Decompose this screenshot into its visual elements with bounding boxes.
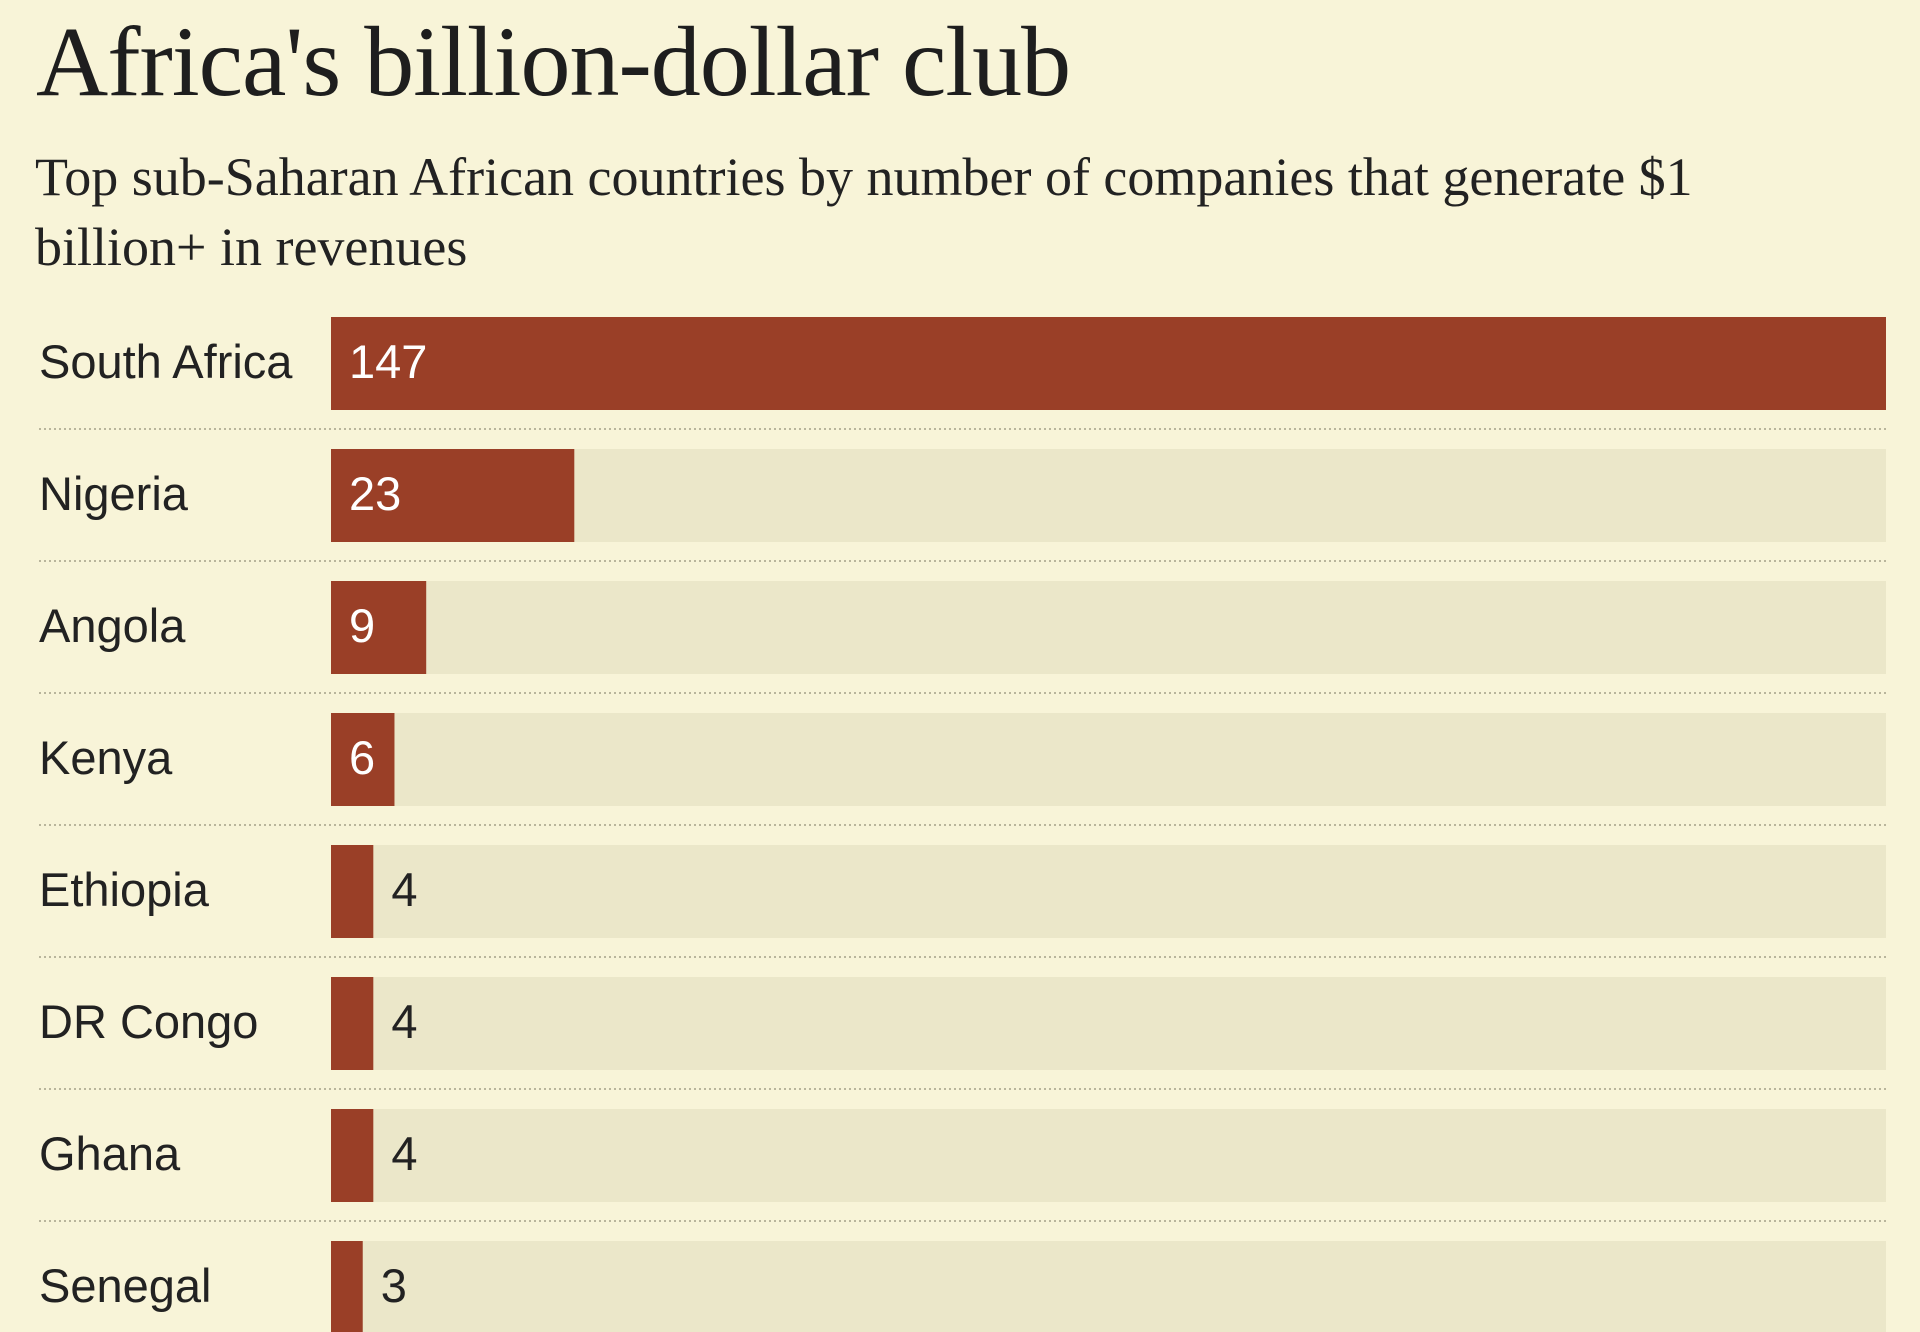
bar-track — [331, 1241, 1886, 1332]
value-label: 9 — [349, 599, 375, 652]
value-label: 147 — [349, 335, 427, 388]
bar-track — [331, 845, 1886, 938]
chart-title: Africa's billion-dollar club — [36, 6, 1071, 117]
bar-track — [331, 449, 1886, 542]
chart-subtitle: Top sub-Saharan African countries by num… — [35, 147, 1693, 277]
bar — [331, 1109, 374, 1202]
bar-track — [331, 713, 1886, 806]
value-label: 6 — [349, 731, 375, 784]
value-label: 4 — [391, 995, 417, 1048]
y-tick-label: DR Congo — [39, 995, 258, 1048]
bar — [331, 713, 395, 806]
bar-track — [331, 1109, 1886, 1202]
bar — [331, 581, 427, 674]
y-tick-label: South Africa — [39, 335, 293, 388]
y-tick-label: Kenya — [39, 731, 173, 784]
y-tick-label: Ethiopia — [39, 863, 210, 916]
y-tick-label: Nigeria — [39, 467, 189, 520]
bar — [331, 845, 374, 938]
bar — [331, 449, 575, 542]
y-tick-label: Senegal — [39, 1259, 212, 1312]
bar — [331, 317, 1886, 410]
value-label: 23 — [349, 467, 401, 520]
y-tick-label: Angola — [39, 599, 186, 652]
value-label: 3 — [381, 1259, 407, 1312]
bar-track — [331, 977, 1886, 1070]
value-label: 4 — [391, 1127, 417, 1180]
value-label: 4 — [391, 863, 417, 916]
bar — [331, 1241, 363, 1332]
bar-track — [331, 581, 1886, 674]
y-tick-label: Ghana — [39, 1127, 181, 1180]
bar — [331, 977, 374, 1070]
